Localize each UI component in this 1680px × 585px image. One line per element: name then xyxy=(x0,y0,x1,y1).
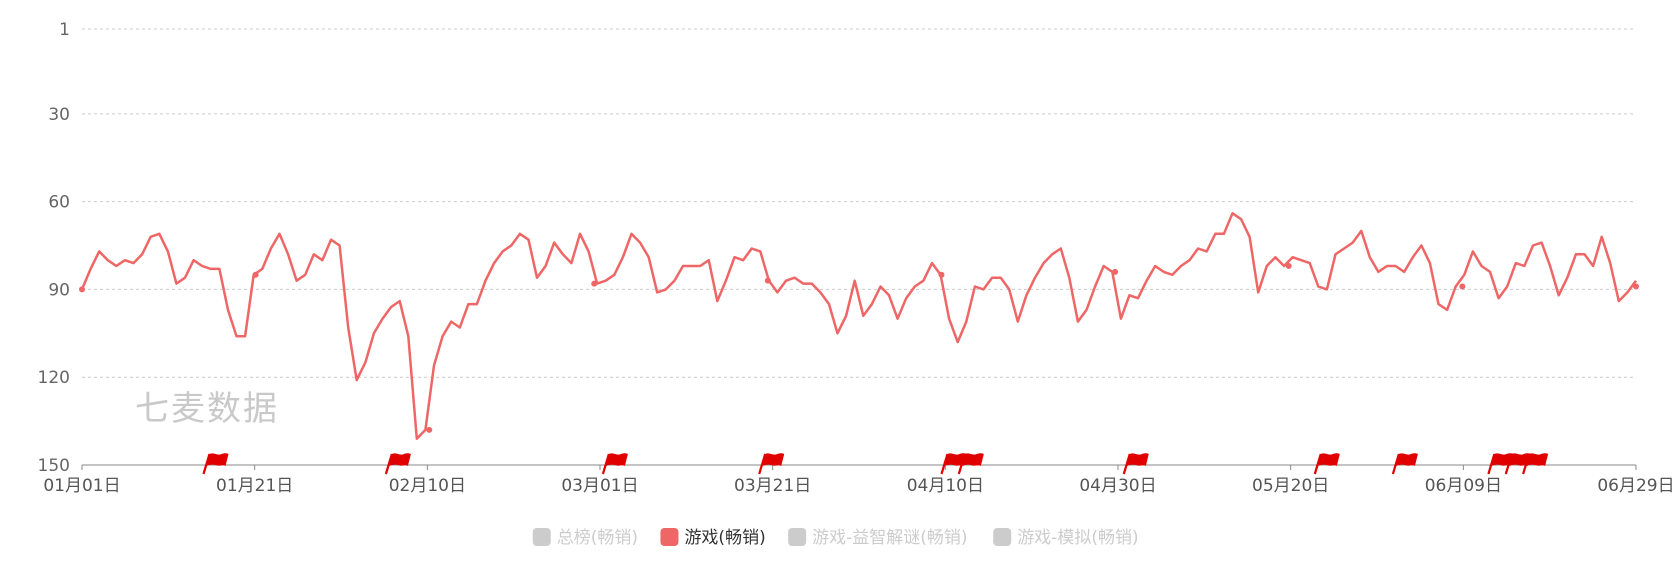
event-flag[interactable] xyxy=(1122,453,1149,475)
event-flag[interactable] xyxy=(601,453,628,475)
event-flag[interactable] xyxy=(1522,453,1549,475)
point-marker xyxy=(764,277,771,284)
event-flag[interactable] xyxy=(384,453,411,475)
legend-item[interactable]: 游戏(畅销) xyxy=(660,528,766,548)
x-tick-label: 06月29日 xyxy=(1597,476,1674,496)
x-tick-label: 04月10日 xyxy=(907,476,984,496)
legend-label: 游戏-模拟(畅销) xyxy=(1017,528,1138,548)
legend-label: 游戏-益智解谜(畅销) xyxy=(812,528,967,548)
legend: 总榜(畅销) 游戏(畅销) 游戏-益智解谜(畅销) 游戏-模拟(畅销) xyxy=(532,528,1139,548)
y-tick-label: 30 xyxy=(48,105,70,125)
legend-label: 游戏(畅销) xyxy=(684,528,765,548)
y-tick-label: 1 xyxy=(59,20,70,40)
point-marker xyxy=(426,426,433,433)
x-tick-label: 01月21日 xyxy=(216,476,293,496)
series-layer[interactable] xyxy=(80,212,1638,440)
x-tick-label: 03月21日 xyxy=(734,476,811,496)
x-tick-label: 04月30日 xyxy=(1079,476,1156,496)
event-flag[interactable] xyxy=(758,453,785,475)
x-axis: 01月01日 01月21日 02月10日 03月01日 03月21日 04月10日 04月3… xyxy=(43,464,1675,496)
y-tick-label: 120 xyxy=(38,368,70,388)
point-marker xyxy=(1633,283,1639,290)
event-flag[interactable] xyxy=(1391,453,1418,475)
y-tick-label: 60 xyxy=(48,193,70,213)
point-marker xyxy=(79,286,85,293)
x-tick-label: 03月01日 xyxy=(561,476,638,496)
legend-swatch xyxy=(993,528,1012,546)
point-marker xyxy=(252,271,259,278)
y-tick-label: 150 xyxy=(38,456,70,476)
x-tick-label: 06月09日 xyxy=(1425,476,1502,496)
legend-swatch xyxy=(788,528,807,546)
point-marker xyxy=(938,271,945,278)
event-flag[interactable] xyxy=(1504,453,1531,475)
point-marker xyxy=(1112,268,1119,275)
marker-layer xyxy=(79,263,1639,433)
legend-item[interactable]: 游戏-益智解谜(畅销) xyxy=(788,528,968,548)
point-marker xyxy=(591,280,598,287)
event-flags[interactable] xyxy=(202,453,1549,475)
point-marker xyxy=(1285,263,1292,270)
x-tick-label: 01月01日 xyxy=(43,476,120,496)
x-tick-label: 05月20日 xyxy=(1252,476,1329,496)
legend-item[interactable]: 游戏-模拟(畅销) xyxy=(993,528,1139,548)
watermark: 七麦数据 xyxy=(135,389,279,429)
legend-label: 总榜(畅销) xyxy=(557,528,638,548)
event-flag[interactable] xyxy=(1313,453,1340,475)
point-marker xyxy=(1459,283,1466,290)
legend-swatch xyxy=(660,528,679,546)
event-flag[interactable] xyxy=(957,453,984,475)
legend-swatch xyxy=(532,528,551,546)
legend-item[interactable]: 总榜(畅销) xyxy=(532,528,638,548)
series-line[interactable] xyxy=(80,212,1638,440)
y-axis: 1 30 60 90 120 150 xyxy=(38,20,70,476)
event-flag[interactable] xyxy=(940,453,967,475)
event-flag[interactable] xyxy=(1487,453,1514,475)
x-tick-label: 02月10日 xyxy=(389,476,466,496)
y-tick-label: 90 xyxy=(48,280,70,300)
event-flag[interactable] xyxy=(202,453,229,475)
grid-layer xyxy=(82,28,1636,378)
